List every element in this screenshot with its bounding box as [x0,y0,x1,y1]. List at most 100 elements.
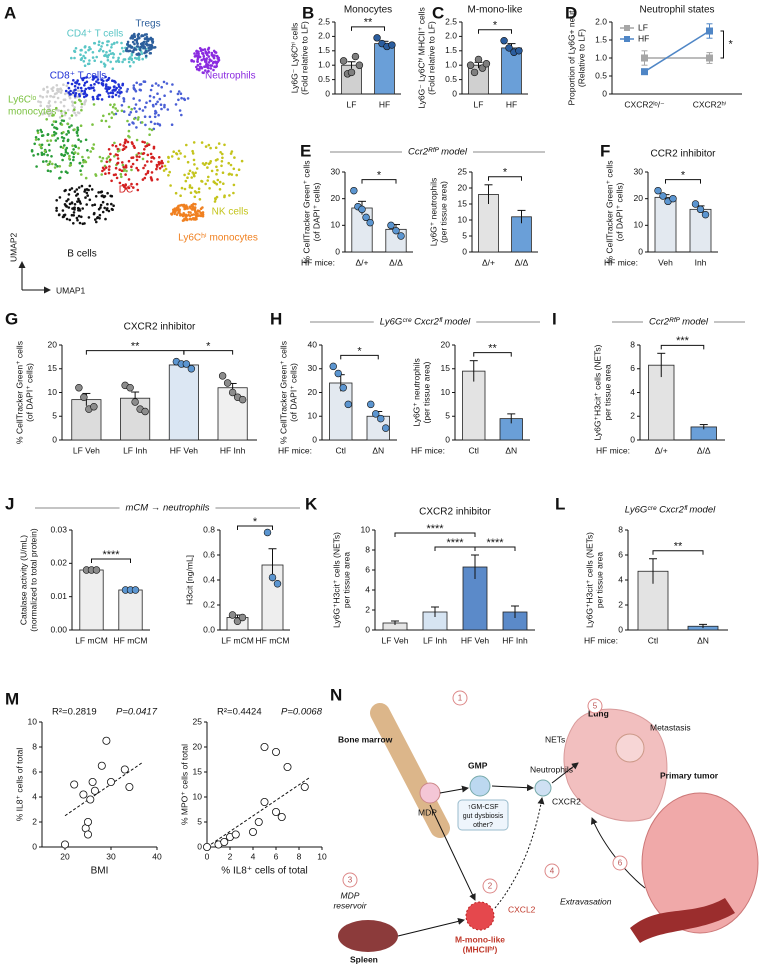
chart-title: Neutrophil states [639,5,714,16]
y-tick-label: 0 [197,841,202,851]
y-axis-label: Ly6G⁻ Ly6Cʰⁱ MHCII⁺ cells [416,7,426,108]
data-point [86,795,95,804]
y-tick-label: 0 [462,246,467,256]
umap-cell [193,52,196,55]
umap-cell [70,124,73,127]
umap-cell [106,207,109,210]
umap-cell [76,218,79,222]
umap-cell [120,175,123,179]
umap-cell [139,88,142,92]
y-tick-label: 8 [365,544,370,554]
umap-cell [92,86,95,89]
umap-cell [48,149,51,152]
umap-cell [196,63,200,67]
umap-cell [146,37,149,41]
umap-cell [208,58,211,61]
y-tick-label: 4 [365,584,370,594]
umap-cell [193,208,197,212]
significance-bracket [340,354,379,360]
y-axis-label: Ly6G⁺H3cit⁺ cells (NETs) [331,532,341,628]
umap-cell [206,166,209,169]
umap-cell [124,139,128,142]
spleen [338,920,398,952]
umap-cell [72,148,75,151]
data-point [218,372,227,380]
umap-cell [213,65,216,68]
umap-cell [137,55,141,59]
umap-cell [111,208,114,211]
umap-cell [118,143,122,146]
umap-cell [135,166,138,170]
y-axis-label: % CellTracker Green⁺ cells [301,161,311,264]
umap-cell [53,92,57,96]
step-number: 4 [550,867,555,876]
cluster-label: CD8⁺ T cells [50,71,107,82]
umap-cell [67,129,70,133]
umap-cell [113,103,116,106]
umap-cell [49,170,52,173]
y-tick-label: 8 [32,741,37,751]
umap-cell [163,105,166,109]
umap-cell [193,195,197,199]
umap-cell [157,84,160,87]
y-tick-label: 25 [458,166,468,176]
umap-cell [119,172,123,176]
umap-cell [153,122,157,126]
umap-cell [156,100,159,104]
umap-cell [120,46,124,50]
y-axis-label: Ly6G⁺H3cit⁺ cells (NETs) [584,532,594,628]
umap-cell [83,64,87,67]
umap-cell [128,113,131,116]
umap-cell [143,176,147,180]
panel-letter: F [600,141,610,160]
umap-cell [180,113,183,117]
umap-cell [129,111,133,114]
data-point [97,761,106,770]
diagram-label: reservoir [333,900,367,910]
data-point [277,813,286,822]
umap-cell [77,197,80,201]
data-point [659,192,667,200]
umap-cell [70,213,74,217]
umap-cell [137,32,141,36]
umap-cell [133,38,137,42]
umap-cell [195,167,199,170]
umap-cell [68,164,72,167]
umap-cell [132,144,136,148]
panel-letter: M [5,689,19,708]
umap-cell [95,55,98,59]
umap-cell [134,48,138,51]
umap-cell [62,131,65,134]
y-axis-label: UMAP2 [8,232,18,262]
y-axis-label: Ly6G⁺ neutrophils [411,358,421,426]
umap-cell [177,149,181,153]
umap-cell [120,41,123,45]
umap-cell [218,188,222,191]
umap-cell [127,186,131,190]
umap-cell [48,160,52,163]
umap-cell [163,94,166,97]
umap-cell [183,155,187,158]
umap-cell [47,101,51,105]
umap-cell [74,113,78,117]
y-tick-label: 2 [630,411,635,421]
umap-cell [146,160,149,163]
umap-cell [121,82,125,86]
data-point [366,218,374,227]
y-axis-label: % MPO⁺ cells of total [179,744,189,825]
significance-label: * [729,38,734,50]
umap-cell [72,79,75,82]
umap-cell [230,173,234,176]
umap-cell [107,53,110,57]
umap-cell [69,89,72,93]
lung [563,708,668,822]
umap-cell [190,186,194,190]
umap-cell [200,141,204,144]
umap-cell [222,182,225,185]
data-point [273,580,282,588]
umap-cell [122,100,126,103]
umap-cell [76,152,80,155]
umap-cell [47,109,51,113]
umap-cell [220,164,223,168]
y-tick-label: 0.5 [318,74,330,84]
